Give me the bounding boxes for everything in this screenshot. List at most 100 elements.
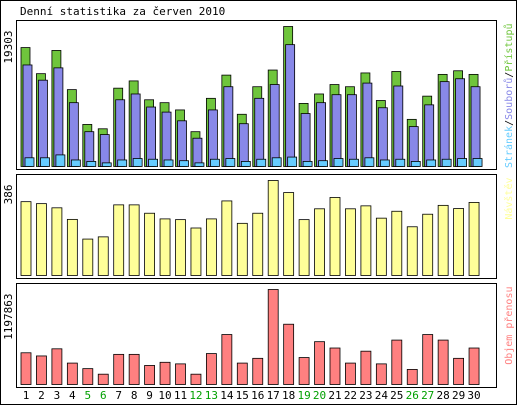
bar-files-day-9	[146, 106, 157, 167]
bar-bottom-day-4	[66, 362, 78, 385]
bar-pages-day-17	[271, 157, 282, 167]
bar-files-day-24	[377, 107, 388, 167]
legend-entry: Přístupů	[503, 24, 515, 72]
bar-bottom-day-19	[298, 357, 310, 385]
bar-middle-day-13	[205, 218, 217, 276]
bar-bottom-day-5	[82, 368, 94, 385]
bar-files-day-19	[300, 113, 311, 167]
bar-pages-day-7	[117, 159, 128, 167]
bar-files-day-6	[99, 134, 110, 167]
bar-pages-day-12	[194, 162, 205, 167]
bar-files-day-12	[192, 137, 203, 167]
bar-middle-day-10	[159, 218, 171, 276]
bar-files-day-21	[331, 94, 342, 167]
bar-bottom-day-27	[422, 334, 434, 385]
bar-pages-day-19	[302, 161, 313, 167]
bar-files-day-28	[439, 81, 450, 167]
bar-middle-day-8	[128, 204, 140, 276]
bar-bottom-day-2	[36, 355, 47, 385]
legend-entry: Objem přenosu	[503, 287, 515, 365]
bar-pages-day-6	[101, 162, 112, 167]
bar-files-day-13	[207, 109, 218, 167]
bar-files-day-26	[408, 126, 419, 167]
bar-middle-day-4	[66, 218, 78, 276]
bar-bottom-day-28	[437, 339, 449, 385]
bar-bottom-day-22	[345, 362, 356, 385]
legend-separator: /	[504, 120, 515, 126]
bar-pages-day-16	[256, 158, 267, 167]
bar-files-day-8	[130, 93, 141, 167]
bar-middle-day-17	[267, 180, 279, 276]
bar-middle-day-19	[298, 219, 310, 276]
bar-pages-day-9	[148, 158, 159, 167]
bar-files-day-7	[115, 99, 126, 167]
x-tick-label-day-25: 25	[390, 389, 403, 402]
bar-pages-day-15	[240, 161, 251, 167]
bar-middle-day-27	[422, 213, 434, 276]
x-tick-label-day-9: 9	[146, 389, 153, 402]
bar-bottom-day-21	[329, 347, 341, 385]
bar-middle-day-21	[329, 197, 341, 276]
bar-files-day-20	[316, 102, 326, 167]
x-tick-label-day-18: 18	[282, 389, 295, 402]
bar-bottom-day-11	[175, 363, 186, 385]
bar-middle-day-15	[236, 222, 248, 276]
bar-middle-day-11	[175, 219, 186, 276]
bar-pages-day-22	[349, 158, 359, 167]
bar-middle-day-18	[283, 192, 295, 276]
x-tick-label-day-30: 30	[467, 389, 480, 402]
bar-files-day-18	[285, 44, 296, 167]
bar-bottom-day-18	[283, 323, 295, 385]
x-tick-label-day-2: 2	[38, 389, 45, 402]
bar-pages-day-10	[163, 159, 174, 167]
panel-middle-legend: Návštěv	[503, 178, 515, 220]
bar-bottom-day-20	[314, 341, 325, 385]
bar-middle-day-12	[190, 227, 202, 276]
x-tick-label-day-15: 15	[236, 389, 249, 402]
legend-separator: /	[504, 72, 515, 78]
legend-entry: Návštěv	[503, 178, 515, 220]
bar-middle-day-9	[144, 212, 156, 276]
bar-files-day-23	[362, 82, 373, 167]
panel-bottom-legend: Objem přenosu	[503, 287, 515, 365]
bar-pages-day-20	[318, 160, 328, 167]
bar-middle-day-3	[51, 207, 63, 276]
x-tick-label-day-8: 8	[131, 389, 138, 402]
bar-pages-day-13	[209, 158, 220, 167]
x-tick-label-day-28: 28	[437, 389, 450, 402]
bar-pages-day-25	[395, 158, 406, 167]
x-tick-label-day-7: 7	[115, 389, 122, 402]
bar-pages-day-27	[426, 159, 437, 167]
bar-middle-day-6	[97, 236, 109, 276]
bar-files-day-25	[393, 85, 404, 167]
bar-bottom-day-25	[391, 339, 403, 385]
x-tick-label-day-17: 17	[267, 389, 280, 402]
panel-bottom-ymax-label: 1197863	[2, 294, 15, 340]
bar-pages-day-28	[441, 158, 452, 167]
bar-middle-day-16	[252, 212, 264, 276]
bar-files-day-2	[38, 79, 48, 167]
x-tick-label-day-6: 6	[100, 389, 107, 402]
bar-bottom-day-8	[128, 353, 140, 385]
bar-pages-day-2	[40, 157, 50, 167]
bar-bottom-day-13	[205, 353, 217, 385]
bar-pages-day-21	[333, 158, 344, 167]
bar-bottom-day-6	[97, 373, 109, 385]
bar-middle-day-5	[82, 238, 94, 276]
bar-files-day-27	[424, 104, 435, 167]
x-tick-label-day-26: 26	[406, 389, 419, 402]
bar-bottom-day-9	[144, 365, 156, 385]
x-tick-label-day-16: 16	[251, 389, 264, 402]
bar-files-day-15	[238, 123, 249, 167]
bar-files-day-22	[347, 94, 357, 167]
x-tick-label-day-20: 20	[313, 389, 326, 402]
chart-title: Denní statistika za červen 2010	[20, 5, 225, 18]
bar-pages-day-29	[457, 158, 468, 167]
bar-pages-day-26	[410, 161, 421, 167]
bar-pages-day-30	[472, 158, 483, 167]
bar-pages-day-8	[132, 158, 143, 167]
x-tick-label-day-12: 12	[189, 389, 202, 402]
bar-middle-day-1	[20, 201, 32, 276]
bar-bottom-day-30	[468, 347, 480, 385]
